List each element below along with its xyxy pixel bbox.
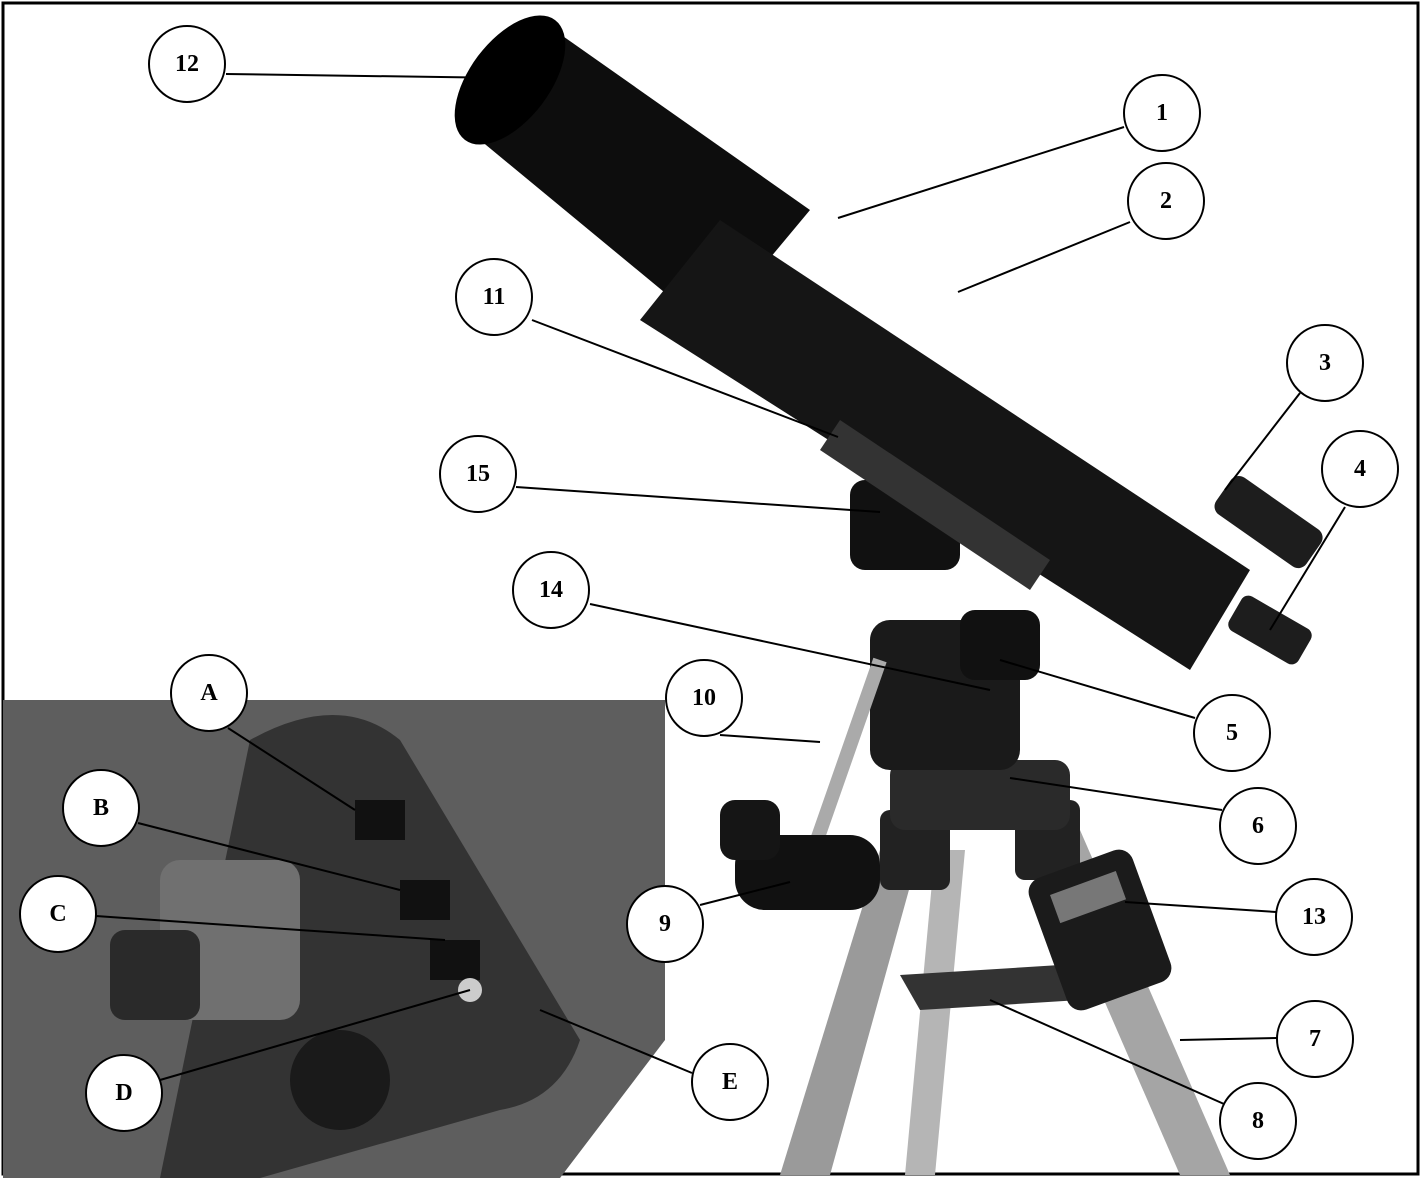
callout-label: 7 [1309, 1026, 1321, 1052]
callout-label: 14 [539, 577, 563, 603]
callout-label: 10 [692, 685, 716, 711]
callout-label: C [49, 901, 66, 927]
callout-label: 6 [1252, 813, 1264, 839]
callout-label: 8 [1252, 1108, 1264, 1134]
callout-label: D [115, 1080, 132, 1106]
diagram: 121211341514105691378ABCDE [0, 0, 1422, 1178]
callout-label: B [93, 795, 109, 821]
callout-label: E [722, 1069, 738, 1095]
callout-label: 9 [659, 911, 671, 937]
callout-label: A [200, 680, 218, 706]
callout-label: 2 [1160, 188, 1172, 214]
callout-label: 4 [1354, 456, 1366, 482]
callout-label: 3 [1319, 350, 1331, 376]
callout-label: 11 [483, 284, 506, 310]
callout-label: 5 [1226, 720, 1238, 746]
callout-label: 12 [175, 51, 199, 77]
callout-label: 15 [466, 461, 490, 487]
callout-label: 13 [1302, 904, 1326, 930]
callout-label: 1 [1156, 100, 1168, 126]
